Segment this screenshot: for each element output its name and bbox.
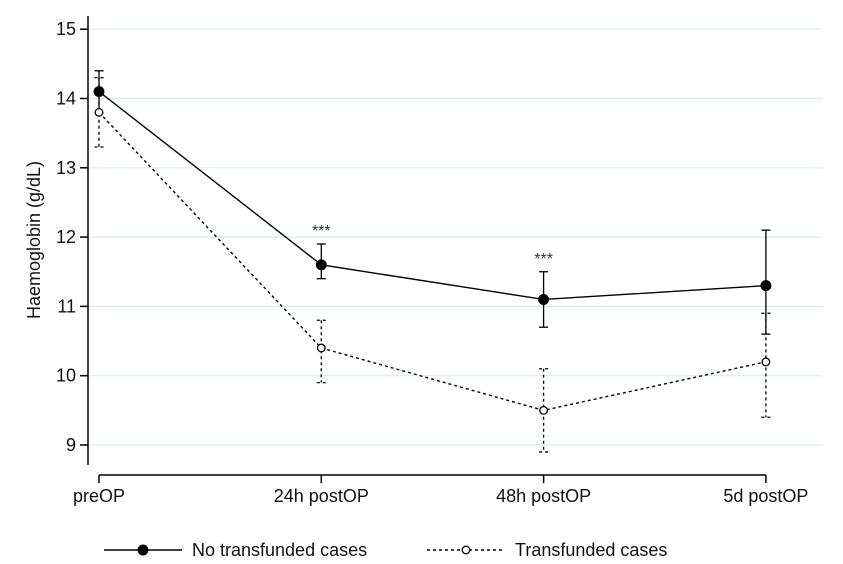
data-point — [538, 294, 550, 305]
y-tick-label: 15 — [56, 19, 76, 39]
series-2 — [94, 77, 771, 453]
series-line — [98, 111, 767, 412]
gridlines — [89, 28, 823, 446]
data-point — [315, 259, 327, 271]
legend-marker-2 — [461, 545, 471, 555]
y-tick-label: 13 — [56, 158, 76, 178]
data-point — [760, 280, 772, 292]
legend-label-2: Transfunded cases — [515, 540, 667, 560]
y-axis-title: Haemoglobin (g/dL) — [24, 161, 44, 319]
x-ticks: preOP 24h postOP 48h postOP 5d postOP — [73, 475, 808, 506]
data-point — [94, 107, 104, 117]
annotations: *** *** — [312, 223, 553, 268]
data-point — [761, 357, 771, 367]
y-tick-label: 10 — [56, 366, 76, 386]
x-tick-label: 24h postOP — [274, 486, 369, 506]
series — [93, 70, 772, 453]
axes — [87, 16, 766, 476]
y-ticks: 9 10 11 12 13 14 15 — [56, 19, 88, 455]
x-tick-label: preOP — [73, 486, 125, 506]
series-1 — [93, 70, 772, 335]
legend: No transfunded cases Transfunded cases — [104, 540, 667, 560]
data-point — [539, 405, 549, 415]
series-line — [98, 91, 766, 301]
legend-marker-1 — [137, 544, 149, 556]
y-tick-label: 9 — [66, 435, 76, 455]
y-tick-label: 14 — [56, 89, 76, 109]
y-tick-label: 11 — [57, 296, 76, 316]
legend-label-1: No transfunded cases — [192, 540, 367, 560]
y-tick-label: 12 — [56, 227, 76, 247]
x-tick-label: 5d postOP — [723, 486, 808, 506]
data-point — [316, 343, 326, 353]
x-tick-label: 48h postOP — [496, 486, 591, 506]
significance-label: *** — [312, 223, 331, 240]
significance-label: *** — [534, 251, 553, 268]
